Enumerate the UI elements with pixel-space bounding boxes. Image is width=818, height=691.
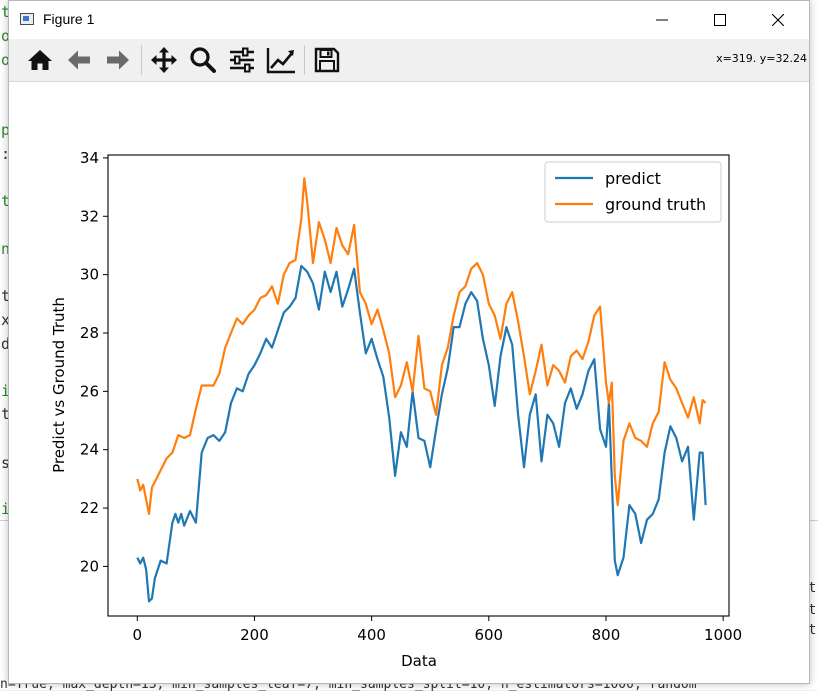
title-bar[interactable]: Figure 1 [9,1,809,39]
bg-text: d [1,335,11,353]
bg-text: t [1,192,11,210]
maximize-icon [714,14,726,26]
figure-canvas[interactable]: 0 200 400 600 800 1000 20 22 24 26 28 30 32 34 Data P… [9,82,809,682]
bg-text: o [1,51,11,69]
save-icon [314,47,340,73]
bg-text: i [1,382,11,400]
window-app-icon [20,13,34,25]
series-line-predict [136,264,707,603]
home-icon [28,50,52,70]
figure-window: Figure 1 [8,0,810,684]
legend-label-ground-truth: ground truth [605,195,706,214]
y-tick-label: 30 [80,266,99,284]
close-button[interactable] [755,1,801,39]
back-arrow-icon [68,50,90,70]
bg-text: n [1,240,11,258]
x-tick-label: 400 [357,626,386,644]
bg-text: i [1,500,11,518]
y-tick-label: 22 [80,499,99,517]
bg-text: t [1,287,11,305]
save-button[interactable] [311,44,343,76]
toolbar-separator [141,45,142,75]
pan-button[interactable] [148,44,180,76]
cursor-coordinate-readout: x=319. y=32.24 [716,52,807,65]
edit-axes-button[interactable] [265,44,297,76]
subplots-config-icon [230,47,254,73]
legend-label-predict: predict [605,169,661,188]
axes-edit-icon [266,48,295,74]
x-tick-label: 600 [474,626,503,644]
y-tick-label: 26 [80,382,99,400]
bg-text: p [1,121,11,139]
bg-text: s [1,454,11,472]
bg-text: t [1,3,11,21]
line-chart: 0 200 400 600 800 1000 20 22 24 26 28 30 32 34 Data P… [50,149,742,670]
x-tick-label: 1000 [704,626,742,644]
bg-text: x [1,311,11,329]
minimize-button[interactable] [639,1,685,39]
y-tick-label: 34 [80,149,99,167]
bg-text: : [1,145,11,163]
back-button[interactable] [63,44,95,76]
zoom-icon [190,47,216,73]
bg-text: t [808,602,817,618]
y-tick-label: 24 [80,441,99,459]
bg-text: t [808,622,817,638]
x-tick-label: 0 [133,626,143,644]
maximize-button[interactable] [697,1,743,39]
y-tick-label: 28 [80,324,99,342]
pan-icon [151,47,177,73]
bg-text: t [808,580,817,596]
series-line-ground-truth [136,177,707,515]
toolbar-separator [304,45,305,75]
window-title: Figure 1 [43,11,95,27]
forward-button[interactable] [102,44,134,76]
axes-frame [107,154,730,617]
x-tick-label: 200 [240,626,269,644]
minimize-icon [656,19,668,21]
x-axis-label: Data [401,652,437,670]
y-tick-label: 20 [80,557,99,575]
subplots-config-button[interactable] [226,44,258,76]
tick-layer: 0 200 400 600 800 1000 20 22 24 26 28 30 32 34 [80,149,742,644]
y-tick-label: 32 [80,207,99,225]
bg-text: o [1,27,11,45]
x-tick-label: 800 [592,626,621,644]
y-axis-label: Predict vs Ground Truth [50,297,68,473]
home-button[interactable] [24,44,56,76]
forward-arrow-icon [107,50,129,70]
toolbar: x=319. y=32.24 [9,39,809,82]
series-layer [136,177,707,603]
close-icon [772,14,784,26]
legend: predict ground truth [544,161,722,223]
bg-text: t [1,405,11,423]
zoom-button[interactable] [187,44,219,76]
